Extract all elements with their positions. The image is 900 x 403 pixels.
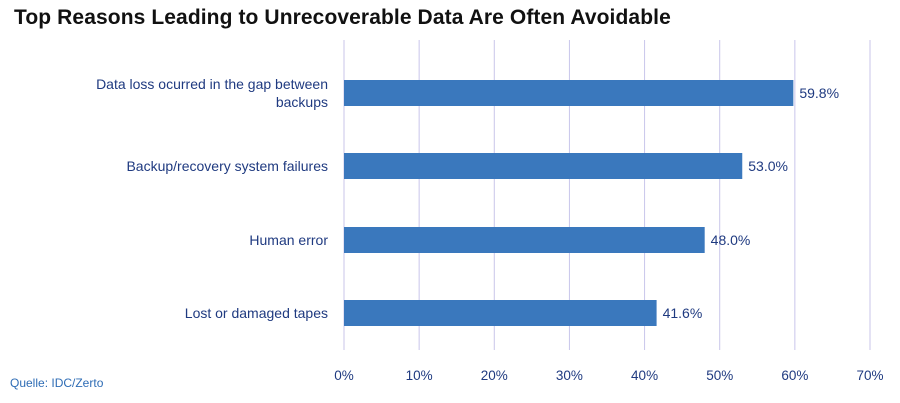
x-tick-label: 60%	[781, 368, 808, 383]
data-label: 41.6%	[663, 305, 703, 321]
x-tick-label: 20%	[481, 368, 508, 383]
x-tick-label: 0%	[334, 368, 354, 383]
bar	[344, 300, 657, 326]
x-tick-label: 40%	[631, 368, 658, 383]
bar	[344, 153, 743, 179]
category-label: backups	[276, 94, 328, 110]
category-label: Lost or damaged tapes	[185, 305, 328, 321]
category-label: Human error	[249, 232, 328, 248]
x-tick-label: 70%	[856, 368, 883, 383]
category-label: Data loss ocurred in the gap between	[96, 76, 328, 92]
chart-title: Top Reasons Leading to Unrecoverable Dat…	[14, 6, 671, 29]
x-tick-label: 30%	[556, 368, 583, 383]
source-caption: Quelle: IDC/Zerto	[10, 376, 104, 390]
bar	[344, 80, 794, 106]
x-tick-label: 10%	[406, 368, 433, 383]
category-label: Backup/recovery system failures	[126, 158, 328, 174]
data-label: 53.0%	[748, 158, 788, 174]
data-label: 48.0%	[711, 232, 751, 248]
bar	[344, 227, 705, 253]
x-tick-label: 50%	[706, 368, 733, 383]
data-label: 59.8%	[799, 85, 839, 101]
